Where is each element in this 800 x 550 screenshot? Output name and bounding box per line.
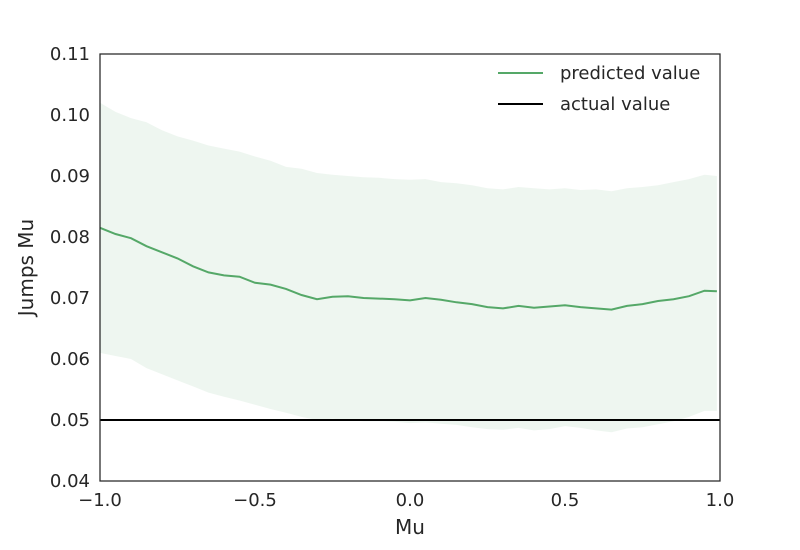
series-line-predicted-value [99,226,717,311]
confidence-band [100,102,717,433]
y-tick-label: 0.06 [50,349,90,370]
y-tick-label: 0.07 [50,288,90,309]
y-axis-label: Jumps Mu [14,219,38,318]
y-tick-label: 0.09 [50,166,90,187]
x-tick-label: 0.0 [396,490,425,511]
x-tick-label: −0.5 [233,490,277,511]
y-tick-label: 0.08 [50,227,90,248]
axes-frame [99,53,721,482]
y-tick-label: 0.04 [50,471,90,492]
x-tick-label: −1.0 [78,490,122,511]
y-axis-ticks: 0.04 0.05 0.06 0.07 0.08 0.09 0.10 0.11 [50,44,90,492]
y-tick-label: 0.05 [50,410,90,431]
legend-label-actual-value: actual value [560,94,670,115]
legend: predicted value actual value [498,63,700,115]
x-tick-label: 1.0 [706,490,735,511]
x-axis-label: Mu [395,515,425,539]
legend-label-predicted-value: predicted value [560,63,700,84]
y-tick-label: 0.11 [50,44,90,65]
y-tick-label: 0.10 [50,105,90,126]
x-tick-label: 0.5 [551,490,580,511]
x-axis-ticks: −1.0 −0.5 0.0 0.5 1.0 [78,490,734,511]
plot-area [99,102,720,433]
